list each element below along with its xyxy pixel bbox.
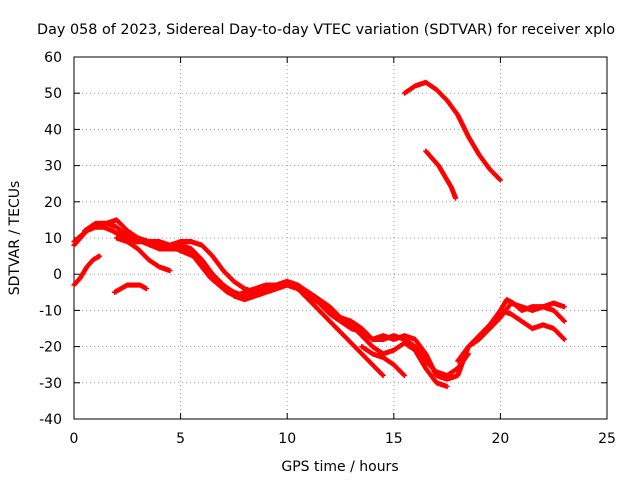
y-tick-label: 60 xyxy=(44,50,62,66)
series-arc-10 xyxy=(423,148,459,201)
y-axis-label: SDTVAR / TECUs xyxy=(7,181,23,296)
x-tick-label: 20 xyxy=(491,431,509,447)
x-tick-label: 10 xyxy=(278,431,296,447)
data-point xyxy=(167,267,173,274)
x-axis-label: GPS time / hours xyxy=(281,459,398,475)
y-tick-label: -20 xyxy=(39,340,62,356)
y-tick-label: 20 xyxy=(44,195,62,211)
data-point xyxy=(401,372,407,378)
y-tick-label: 50 xyxy=(44,86,62,102)
chart-title: Day 058 of 2023, Sidereal Day-to-day VTE… xyxy=(37,22,615,38)
y-tick-label: 40 xyxy=(44,122,62,138)
data-point xyxy=(401,372,408,379)
y-tick-label: -30 xyxy=(39,376,62,392)
data-point xyxy=(560,335,567,342)
series-arc-5 xyxy=(167,246,386,379)
data-point xyxy=(379,372,385,378)
series-arc-12 xyxy=(487,296,567,332)
x-tick-label: 0 xyxy=(70,431,79,447)
x-tick-labels: 0 5 10 15 20 25 xyxy=(70,431,616,447)
x-tick-label: 15 xyxy=(385,431,403,447)
axis-ticks xyxy=(73,56,608,420)
data-point xyxy=(496,176,503,182)
data-point xyxy=(561,304,567,310)
data-point xyxy=(143,286,150,292)
data-point xyxy=(380,372,386,379)
y-tick-label: -40 xyxy=(39,412,62,428)
data-point xyxy=(560,317,567,324)
data-point xyxy=(96,253,103,259)
data-point xyxy=(497,177,503,183)
y-tick-label: -10 xyxy=(39,303,62,319)
y-tick-label: 30 xyxy=(44,159,62,175)
y-tick-label: 0 xyxy=(53,267,62,283)
y-tick-label: 10 xyxy=(44,231,62,247)
data-point xyxy=(444,383,450,390)
data-point xyxy=(561,336,567,342)
x-tick-label: 5 xyxy=(176,431,185,447)
series-arc-7 xyxy=(71,253,103,288)
data-point xyxy=(561,318,567,324)
grid-lines xyxy=(74,57,607,419)
series-arc-4 xyxy=(114,235,173,274)
x-tick-label: 25 xyxy=(598,431,616,447)
series-arc-8 xyxy=(111,282,150,295)
y-tick-labels: -40 -30 -20 -10 0 10 20 30 40 50 60 xyxy=(39,50,62,428)
series-arc-9 xyxy=(401,79,503,183)
data-point xyxy=(453,195,459,201)
series-arc-6 xyxy=(359,344,408,379)
data-points xyxy=(71,79,567,390)
